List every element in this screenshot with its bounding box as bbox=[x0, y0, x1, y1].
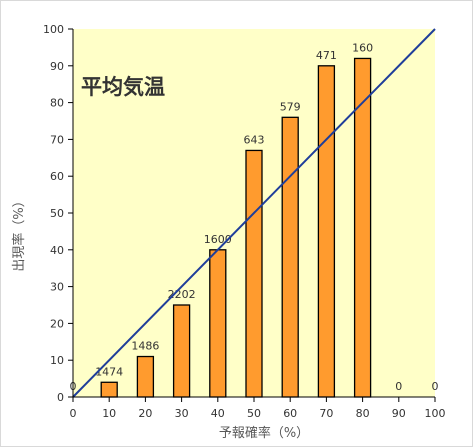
x-tick-label: 100 bbox=[425, 407, 446, 420]
bar-60 bbox=[281, 116, 299, 398]
reference-line bbox=[72, 28, 436, 398]
data-label-90: 0 bbox=[395, 380, 402, 393]
y-tick-label: 30 bbox=[50, 281, 64, 294]
y-tick-label: 0 bbox=[57, 391, 64, 404]
data-label-60: 579 bbox=[280, 100, 301, 113]
x-ticks: 0 10 20 30 40 50 60 70 80 90 100 bbox=[70, 397, 446, 420]
bar-70 bbox=[317, 65, 336, 398]
y-tick-label: 40 bbox=[50, 244, 64, 257]
y-tick-label: 100 bbox=[43, 23, 64, 36]
y-tick-label: 50 bbox=[50, 207, 64, 220]
data-label-50: 643 bbox=[244, 133, 265, 146]
y-tick-label: 70 bbox=[50, 133, 64, 146]
x-tick-label: 40 bbox=[211, 407, 225, 420]
x-tick-label: 50 bbox=[247, 407, 261, 420]
x-tick-label: 90 bbox=[392, 407, 406, 420]
y-axis-label: 出現率（%） bbox=[11, 194, 27, 271]
y-tick-label: 20 bbox=[50, 317, 64, 330]
bar-40 bbox=[209, 249, 227, 398]
x-axis-label: 予報確率（%） bbox=[219, 425, 309, 441]
y-tick-label: 90 bbox=[50, 60, 64, 73]
y-ticks: 0 10 20 30 40 50 60 70 80 90 100 bbox=[43, 23, 73, 404]
x-tick-label: 30 bbox=[175, 407, 189, 420]
chart-title: 平均気温 bbox=[81, 75, 165, 99]
bars bbox=[100, 57, 372, 398]
data-label-100: 0 bbox=[432, 380, 439, 393]
bar-20 bbox=[136, 355, 155, 398]
y-tick-label: 60 bbox=[50, 170, 64, 183]
x-tick-label: 80 bbox=[356, 407, 370, 420]
y-tick-label: 10 bbox=[50, 354, 64, 367]
data-labels: 0147414862202160064357947116000 bbox=[70, 41, 439, 393]
data-label-70: 471 bbox=[316, 49, 337, 62]
data-label-10: 1474 bbox=[95, 365, 123, 378]
x-tick-label: 20 bbox=[138, 407, 152, 420]
bar-30 bbox=[172, 304, 191, 398]
data-label-20: 1486 bbox=[131, 340, 159, 353]
y-tick-label: 80 bbox=[50, 97, 64, 110]
bar-10 bbox=[100, 381, 118, 398]
x-tick-label: 0 bbox=[70, 407, 77, 420]
data-label-80: 160 bbox=[352, 41, 373, 54]
bar-50 bbox=[245, 149, 263, 398]
x-tick-label: 10 bbox=[102, 407, 116, 420]
x-tick-label: 60 bbox=[283, 407, 297, 420]
data-label-30: 2202 bbox=[168, 288, 196, 301]
x-tick-label: 70 bbox=[319, 407, 333, 420]
